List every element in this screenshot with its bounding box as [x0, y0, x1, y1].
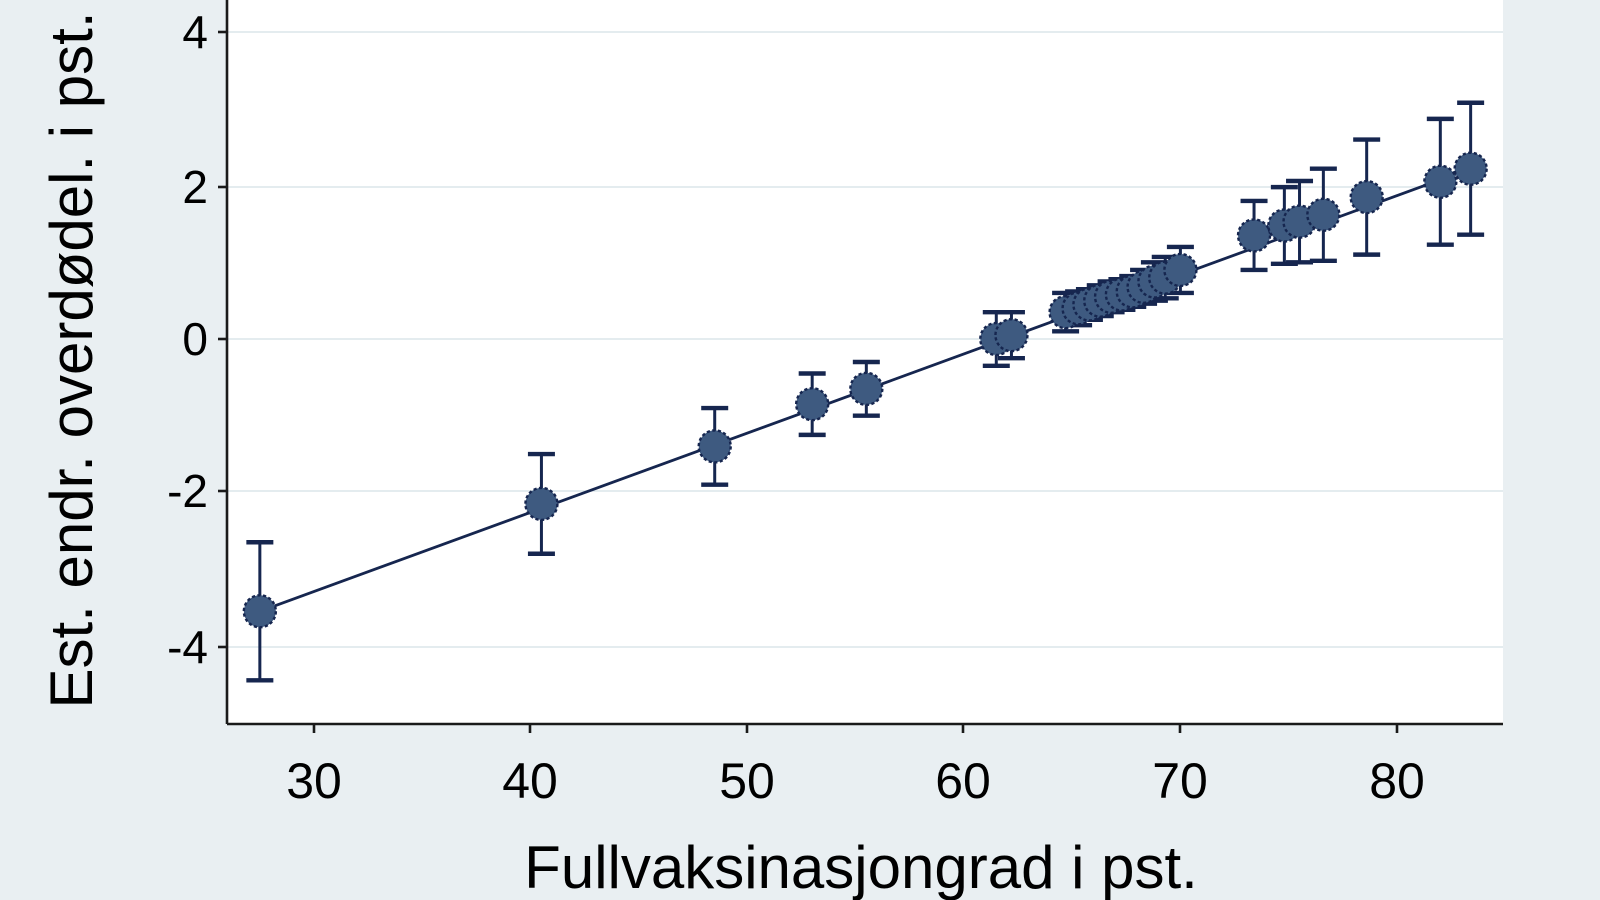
svg-text:-2: -2: [167, 465, 208, 517]
svg-text:2: 2: [182, 161, 208, 213]
svg-text:30: 30: [286, 753, 342, 809]
svg-text:-4: -4: [167, 621, 208, 673]
svg-text:60: 60: [935, 753, 991, 809]
svg-text:Fullvaksinasjongrad i pst.: Fullvaksinasjongrad i pst.: [524, 834, 1198, 900]
svg-text:0: 0: [182, 313, 208, 365]
svg-text:40: 40: [502, 753, 558, 809]
svg-text:4: 4: [182, 6, 208, 58]
svg-text:50: 50: [719, 753, 775, 809]
svg-text:70: 70: [1152, 753, 1208, 809]
svg-text:Est. endr. overdødel. i pst.: Est. endr. overdødel. i pst.: [38, 11, 105, 708]
svg-text:80: 80: [1369, 753, 1425, 809]
